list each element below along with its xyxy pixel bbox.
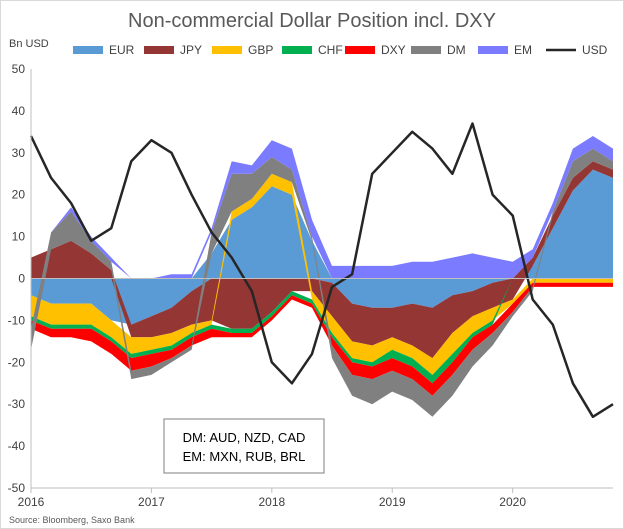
legend: EUR JPY GBP CHF DXY DM EM USD	[73, 43, 608, 57]
series-area-jpy	[31, 161, 613, 359]
y-tick-label: 10	[12, 230, 26, 244]
y-tick-label: 0	[18, 272, 25, 286]
y-axis-label: Bn USD	[9, 38, 49, 50]
x-tick-label: 2020	[499, 495, 526, 509]
legend-label: DXY	[381, 43, 406, 57]
plot-area	[29, 122, 614, 419]
x-tick-label: 2019	[379, 495, 406, 509]
legend-item-usd: USD	[546, 43, 608, 57]
y-tick-label: 40	[12, 104, 26, 118]
annotation-line-em: EM: MXN, RUB, BRL	[183, 449, 306, 464]
legend-item-dxy: DXY	[345, 43, 406, 57]
legend-swatch	[144, 46, 174, 54]
legend-swatch	[282, 46, 312, 54]
series-area-eur	[31, 169, 613, 325]
legend-item-gbp: GBP	[212, 43, 273, 57]
chart-title: Non-commercial Dollar Position incl. DXY	[128, 10, 496, 32]
legend-label: GBP	[248, 43, 273, 57]
legend-label: EM	[514, 43, 532, 57]
y-tick-label: -40	[8, 439, 26, 453]
annotation-line-dm: DM: AUD, NZD, CAD	[183, 430, 306, 445]
x-tick-label: 2018	[258, 495, 285, 509]
series-line-usd	[29, 122, 614, 419]
y-tick-label: 30	[12, 146, 26, 160]
legend-label: DM	[447, 43, 466, 57]
annotation-box: DM: AUD, NZD, CAD EM: MXN, RUB, BRL	[163, 418, 325, 474]
legend-label: USD	[582, 43, 608, 57]
legend-item-jpy: JPY	[144, 43, 202, 57]
legend-label: EUR	[109, 43, 135, 57]
legend-item-eur: EUR	[73, 43, 135, 57]
y-tick-label: -20	[8, 355, 26, 369]
y-tick-label: -10	[8, 313, 26, 327]
legend-item-chf: CHF	[282, 43, 343, 57]
y-tick-label: 50	[12, 62, 26, 76]
series-area-gbp	[31, 173, 613, 375]
axes: -50 -40 -30 -20 -10 0 10 20 30 40 50 2016 2017 2018 20…	[8, 62, 613, 509]
y-tick-label: -30	[8, 397, 26, 411]
series-area-em	[31, 136, 613, 279]
legend-swatch	[345, 46, 375, 54]
legend-swatch	[411, 46, 441, 54]
legend-item-dm: DM	[411, 43, 466, 57]
y-tick-label: 20	[12, 188, 26, 202]
annotation-frame	[163, 418, 325, 474]
x-tick-label: 2016	[18, 495, 45, 509]
legend-swatch	[212, 46, 242, 54]
y-tick-label: -50	[8, 481, 26, 495]
legend-label: CHF	[318, 43, 343, 57]
legend-swatch	[73, 46, 103, 54]
legend-item-em: EM	[478, 43, 532, 57]
legend-swatch	[478, 46, 508, 54]
x-tick-label: 2017	[138, 495, 165, 509]
legend-label: JPY	[180, 43, 202, 57]
source-note: Source: Bloomberg, Saxo Bank	[9, 515, 135, 525]
